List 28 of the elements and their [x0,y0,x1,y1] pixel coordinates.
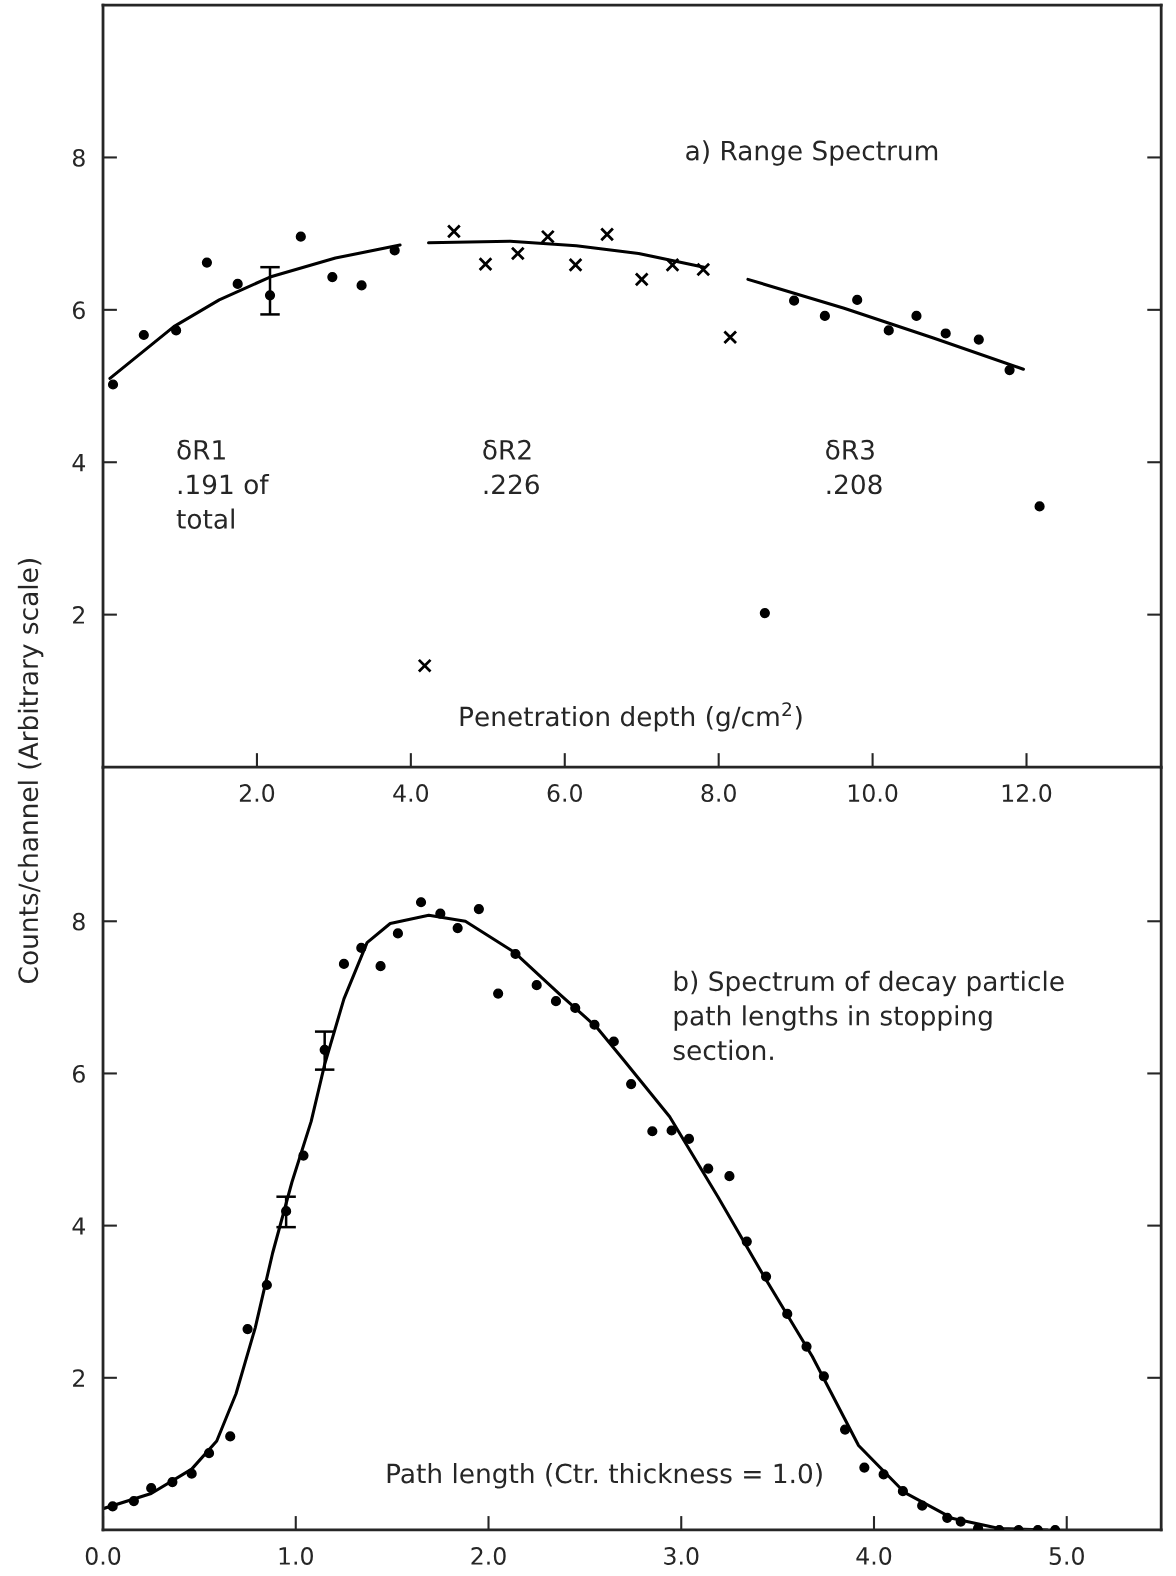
x-tick-label: 2.0 [471,1547,506,1565]
y-tick-label: 4 [72,454,86,472]
x-tick-label: 10.0 [848,784,898,802]
y-tick-label: 8 [72,148,85,167]
x-tick-label: 12.0 [1002,784,1052,802]
x-tick-label: 8.0 [701,784,736,802]
annotation: δR1 .191 of total [176,439,270,529]
y-tick-label: 2 [73,606,84,624]
text: b) Spectrum of decay particle path lengths in stopping section. [673,970,1064,1061]
y-tick-label: 8 [72,912,85,931]
x-tick-label: 1.0 [279,1547,313,1565]
x-tick-label: 2.0 [239,784,275,802]
x-tick-label: 4.0 [393,784,429,802]
x-axis-title: Path length (Ctr. thickness = 1.0) [387,1463,822,1489]
x-tick-label: 5.0 [1049,1547,1084,1565]
x-axis-title: Penetration depth (g/cm$^{2}$) [460,702,802,732]
x-tick-label: 4.0 [856,1547,892,1565]
y-tick-label: 2 [73,1369,84,1387]
y-tick-label: 6 [72,1064,85,1083]
y-tick-label: 6 [72,301,85,320]
x-tick-label: 0.0 [85,1547,121,1565]
annotation: δR2 .226 [483,439,539,495]
annotation: δR3 .208 [826,439,882,495]
text: a) Range Spectrum [686,140,938,166]
y-axis-title: Counts/channel (Arbitrary scale) [17,559,44,983]
x-tick-label: 6.0 [547,784,582,802]
y-tick-label: 4 [72,1217,86,1235]
x-tick-label: 3.0 [664,1547,699,1565]
